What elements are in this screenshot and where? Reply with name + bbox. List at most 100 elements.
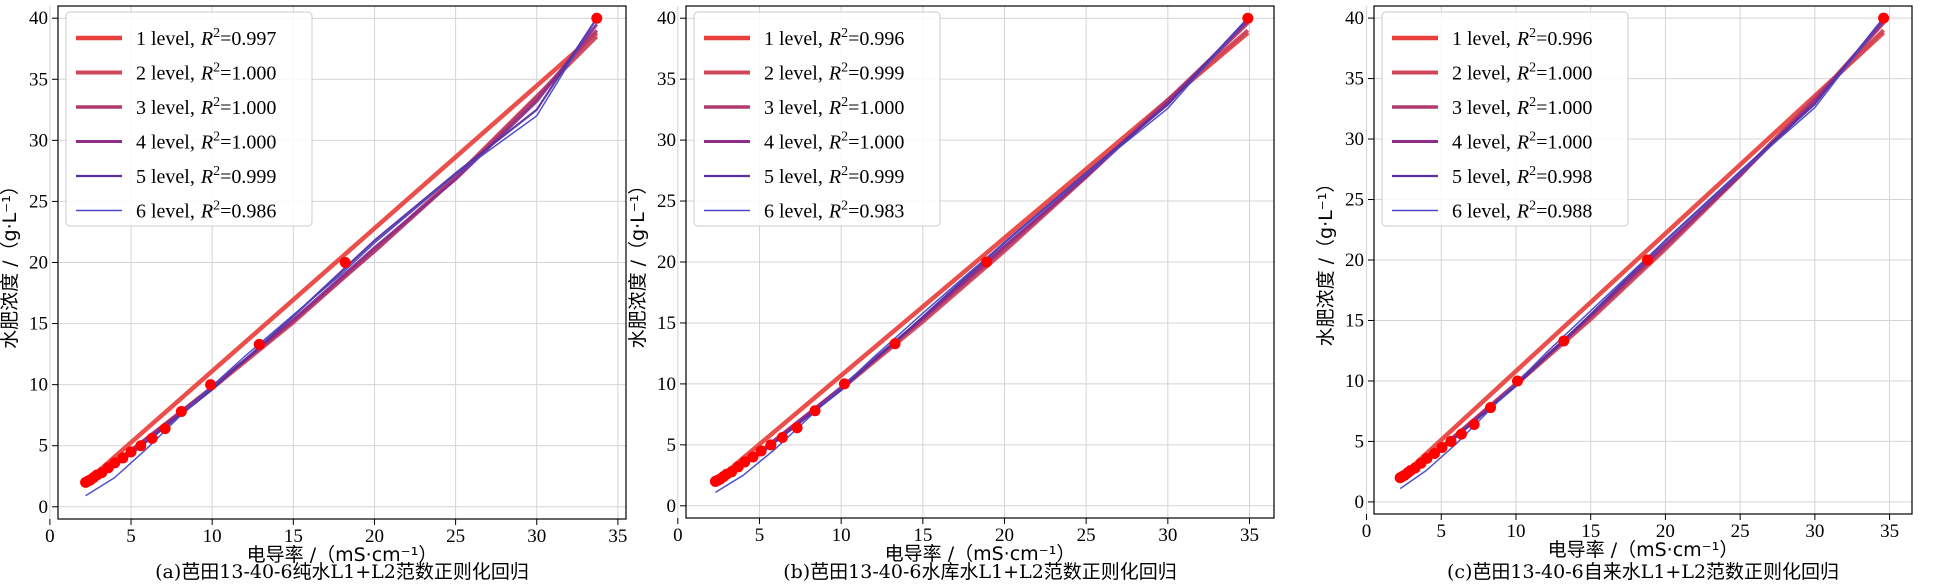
legend-r-symbol: R: [828, 63, 841, 85]
legend-equals: =: [848, 166, 859, 188]
x-tick-label: 0: [673, 525, 683, 546]
y-tick-label: 40: [29, 8, 48, 29]
legend-series-label: 1 level,: [1452, 28, 1511, 50]
y-tick-label: 25: [1345, 190, 1364, 211]
legend-series-label: 4 level,: [1452, 132, 1511, 154]
legend-equals: =: [220, 63, 231, 85]
data-point: [1485, 402, 1497, 414]
x-tick-label: 20: [1656, 521, 1675, 542]
legend-entry: 2 level, R2=0.999: [764, 61, 904, 85]
series-line-1-level: [84, 31, 599, 485]
legend-equals: =: [848, 201, 859, 223]
data-point: [1468, 418, 1480, 430]
y-tick-label: 30: [1345, 129, 1364, 150]
legend-entry: 6 level, R2=0.988: [1452, 199, 1592, 223]
legend-equals: =: [1536, 28, 1547, 50]
x-tick-label: 25: [446, 526, 465, 547]
legend-equals: =: [848, 97, 859, 119]
legend-box: [65, 11, 313, 227]
legend-series-label: 2 level,: [136, 63, 195, 85]
legend-equals: =: [220, 132, 231, 154]
legend-series-label: 3 level,: [1452, 97, 1511, 119]
data-point: [146, 432, 158, 444]
data-point: [175, 406, 187, 418]
legend-entry: 5 level, R2=0.998: [1452, 164, 1592, 188]
legend-r-superscript: 2: [1529, 164, 1536, 179]
legend-entry: 5 level, R2=0.999: [764, 164, 904, 188]
legend-equals: =: [220, 97, 231, 119]
legend-equals: =: [1536, 201, 1547, 223]
data-point: [1455, 428, 1467, 440]
data-point: [889, 338, 901, 350]
chart-panel-c: 0 5 10 15 20 25 30 35 0 5 10 15 20 25 30 35 40 电导率 /（mS·c…: [1315, 5, 1913, 583]
y-tick-label: 5: [1355, 431, 1365, 452]
chart-panel-b: 0 5 10 15 20 25 30 35 0 5 10 15 20 25 30 35 40 电导率 /（mS·c…: [627, 5, 1275, 583]
x-tick-label: 35: [1880, 521, 1899, 542]
series-line-1-level: [1398, 30, 1886, 480]
legend-series-label: 1 level,: [136, 28, 195, 50]
legend-r-symbol: R: [1516, 28, 1529, 50]
data-point: [159, 423, 171, 435]
y-axis-label: 水肥浓度 /（g·L⁻¹）: [627, 176, 649, 349]
y-tick-label: 40: [1345, 8, 1364, 29]
legend-r-superscript: 2: [1529, 199, 1536, 214]
x-tick-label: 5: [126, 526, 136, 547]
x-tick-label: 15: [1581, 521, 1600, 542]
data-point: [253, 338, 265, 350]
x-axis-label: 电导率 /（mS·cm⁻¹）: [885, 543, 1076, 565]
legend-series-label: 1 level,: [764, 28, 823, 50]
legend-equals: =: [220, 28, 231, 50]
legend-r2-value: 0.997: [231, 28, 276, 50]
legend-r-superscript: 2: [213, 199, 220, 214]
legend-r2-value: 0.999: [231, 166, 276, 188]
series-line-4-level: [84, 23, 598, 484]
legend-series-label: 6 level,: [136, 201, 195, 223]
legend-r-symbol: R: [828, 132, 841, 154]
legend-entry: 1 level, R2=0.996: [764, 26, 904, 50]
legend-r2-value: 1.000: [231, 97, 276, 119]
legend-entry: 6 level, R2=0.986: [136, 199, 276, 223]
legend-equals: =: [1536, 132, 1547, 154]
legend-entry: 1 level, R2=0.996: [1452, 26, 1592, 50]
legend-r-superscript: 2: [841, 164, 848, 179]
legend-r-superscript: 2: [1529, 61, 1536, 76]
legend-box: [693, 11, 941, 227]
x-tick-label: 30: [527, 526, 546, 547]
legend-equals: =: [220, 201, 231, 223]
legend-series-label: 3 level,: [136, 97, 195, 119]
legend-r-superscript: 2: [213, 26, 220, 41]
y-tick-label: 15: [1345, 310, 1364, 331]
legend-r-symbol: R: [200, 63, 213, 85]
y-tick-label: 35: [29, 69, 48, 90]
legend-r-superscript: 2: [1529, 95, 1536, 110]
legend-r2-value: 0.996: [1547, 28, 1592, 50]
y-tick-label: 5: [39, 436, 49, 457]
legend-r-symbol: R: [200, 97, 213, 119]
legend-r2-value: 0.998: [1547, 166, 1592, 188]
legend-r-superscript: 2: [1529, 130, 1536, 145]
x-tick-label: 0: [1362, 521, 1372, 542]
legend-series-label: 2 level,: [764, 63, 823, 85]
x-tick-label: 20: [365, 526, 384, 547]
y-tick-label: 25: [657, 191, 676, 212]
legend-r2-value: 1.000: [859, 97, 904, 119]
series-line-6-level: [1399, 17, 1885, 490]
x-tick-label: 0: [45, 526, 55, 547]
data-point: [1641, 254, 1653, 266]
y-axis-label: 水肥浓度 /（g·L⁻¹）: [1315, 174, 1337, 347]
data-point: [591, 12, 603, 24]
legend-r-symbol: R: [200, 166, 213, 188]
legend-r2-value: 1.000: [231, 132, 276, 154]
data-point: [109, 457, 121, 469]
legend-entry: 4 level, R2=1.000: [136, 130, 276, 154]
legend-entry: 3 level, R2=1.000: [136, 95, 276, 119]
legend-r-superscript: 2: [1529, 26, 1536, 41]
legend-equals: =: [848, 132, 859, 154]
legend-r-symbol: R: [1516, 132, 1529, 154]
legend-r2-value: 0.983: [859, 201, 904, 223]
legend-r-symbol: R: [200, 28, 213, 50]
legend-equals: =: [220, 166, 231, 188]
x-tick-label: 5: [755, 525, 765, 546]
legend-r2-value: 1.000: [231, 63, 276, 85]
